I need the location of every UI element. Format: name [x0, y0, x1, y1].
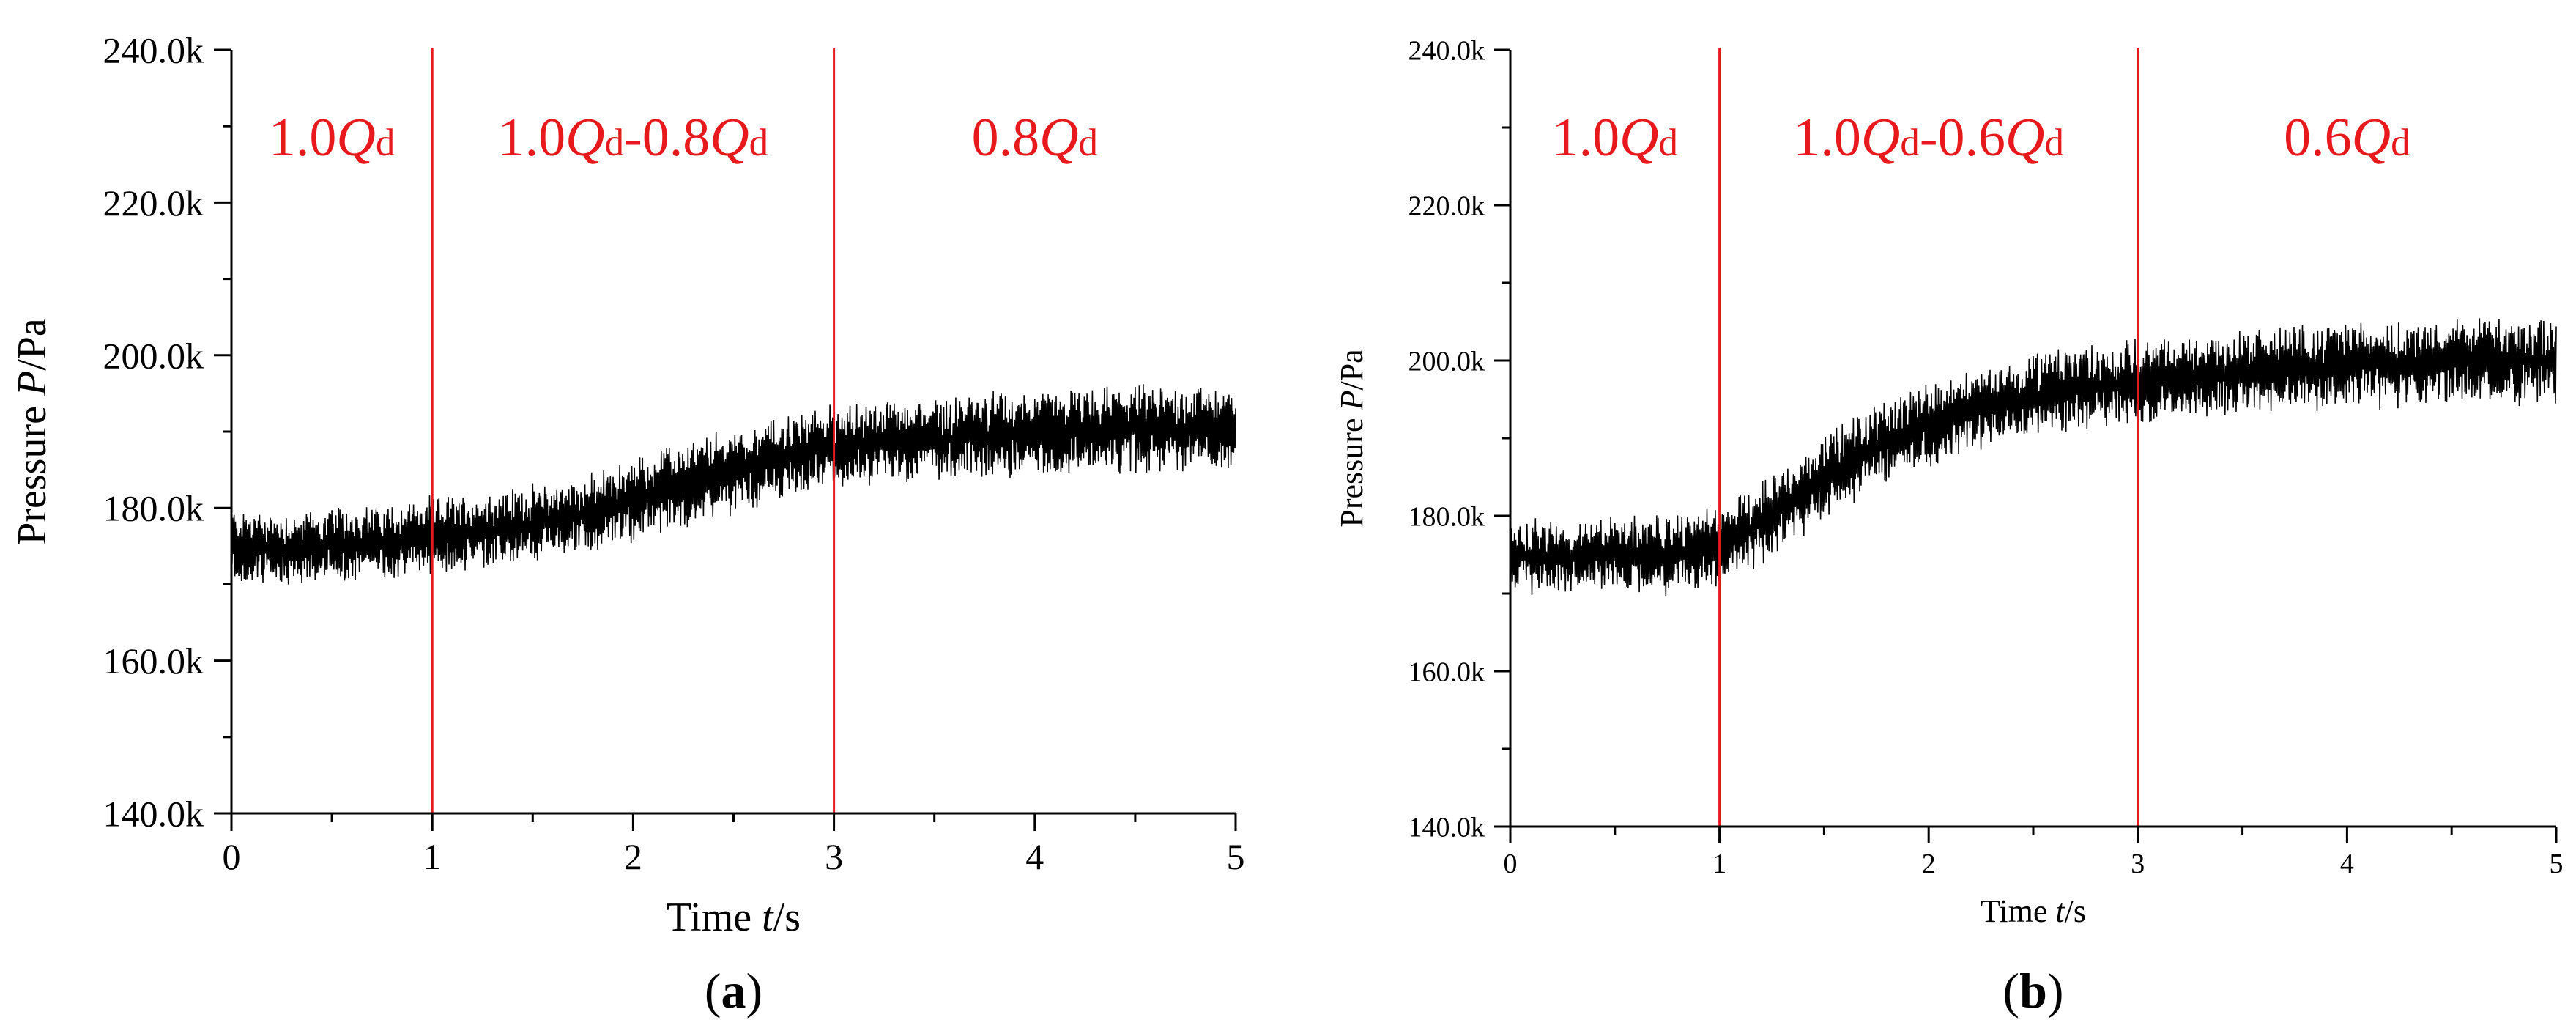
- y-tick-label: 140.0k: [103, 794, 204, 835]
- region-label-1: 1.0Qd: [1552, 108, 1678, 168]
- y-tick-label: 240.0k: [103, 30, 204, 71]
- region-label-3: 0.6Qd: [2284, 108, 2410, 168]
- x-axis-label: Time t/s: [667, 895, 801, 940]
- x-tick-label: 0: [1504, 849, 1518, 879]
- x-tick-label: 3: [2131, 849, 2145, 879]
- region-label-3: 0.8Qd: [972, 108, 1098, 168]
- x-tick-label: 5: [2550, 849, 2564, 879]
- x-tick-label: 5: [1227, 836, 1245, 877]
- x-tick-label: 1: [423, 836, 442, 877]
- x-axis-label: Time t/s: [1981, 893, 2086, 929]
- y-tick-label: 200.0k: [1408, 346, 1485, 377]
- chart-panel-a: 1.0Qd 1.0Qd-0.8Qd 0.8Qd 140.0k 160.0k 180.0k 2…: [10, 30, 1245, 1019]
- y-tick-label: 160.0k: [1408, 657, 1485, 687]
- panel-caption-b: (b): [2002, 963, 2063, 1019]
- y-tick-label: 220.0k: [103, 182, 204, 223]
- y-tick-label: 180.0k: [1408, 501, 1485, 532]
- y-tick-label: 200.0k: [103, 335, 204, 376]
- panel-caption-a: (a): [705, 963, 762, 1019]
- x-tick-label: 2: [624, 836, 642, 877]
- x-tick-label: 1: [1712, 849, 1726, 879]
- y-tick-label: 160.0k: [103, 640, 204, 681]
- pressure-series-line: [231, 384, 1236, 585]
- x-tick-label: 4: [1025, 836, 1044, 877]
- y-axis-label: Pressure P/Pa: [10, 318, 55, 545]
- x-tick-label: 3: [825, 836, 843, 877]
- y-tick-label: 220.0k: [1408, 191, 1485, 221]
- y-tick-label: 180.0k: [103, 488, 204, 529]
- pressure-series-line: [1510, 318, 2557, 596]
- chart-panel-b: 1.0Qd 1.0Qd-0.6Qd 0.6Qd 140.0k 160.0k 180.0k 2…: [1334, 35, 2564, 1019]
- x-tick-label: 2: [1922, 849, 1936, 879]
- region-label-1: 1.0Qd: [269, 108, 395, 168]
- y-tick-label: 140.0k: [1408, 812, 1485, 843]
- y-tick-label: 240.0k: [1408, 35, 1485, 66]
- region-label-2: 1.0Qd-0.8Qd: [498, 108, 769, 168]
- x-tick-label: 4: [2340, 849, 2354, 879]
- y-axis-label: Pressure P/Pa: [1334, 349, 1370, 527]
- x-tick-label: 0: [223, 836, 241, 877]
- region-label-2: 1.0Qd-0.6Qd: [1793, 108, 2064, 168]
